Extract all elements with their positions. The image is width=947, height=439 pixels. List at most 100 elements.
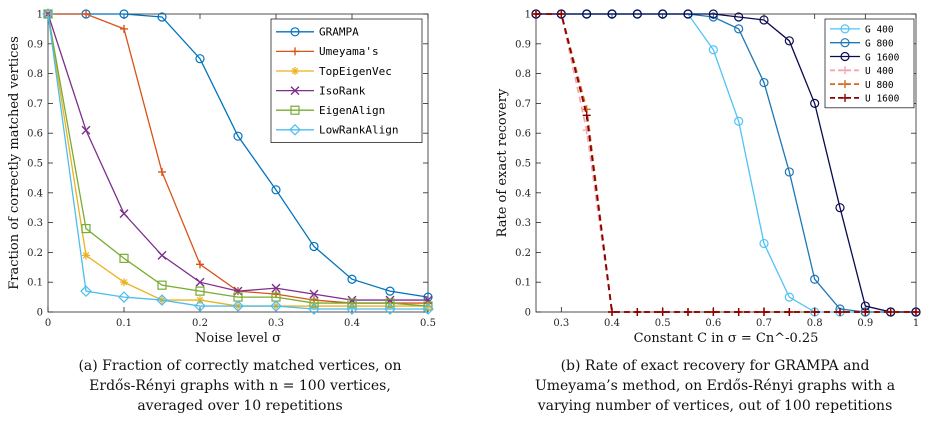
data-point-g-1600	[607, 9, 617, 19]
legend-marker-u-400	[841, 66, 849, 75]
x-tick-label: 0.5	[420, 318, 436, 329]
chart-fraction-matched: 0 0.1 0.2 0.3 0.4 0.5 0 0.1 0.2 0.3 0.4 0.5 0.6 0.7 0.…	[7, 8, 436, 346]
data-point-u-1600	[810, 308, 819, 316]
caption-left-line-2: Erdős-Rényi graphs with n = 100 vertices…	[89, 378, 391, 394]
series-lowrankalign	[42, 8, 434, 315]
data-point-lowrankalign	[232, 300, 244, 312]
data-point-topeigenvec	[120, 278, 128, 287]
data-point-g-1600	[734, 12, 744, 22]
y-tick-label: 0.8	[515, 69, 531, 80]
y-tick-label: 0.3	[515, 218, 531, 229]
x-tick-label: 0	[45, 318, 51, 329]
caption-left-line-3: averaged over 10 repetitions	[137, 398, 343, 414]
legend-marker-grampa	[290, 27, 300, 37]
data-point-g-1600	[582, 9, 592, 19]
data-point-u-1600	[582, 111, 591, 120]
legend-label-lowrankalign: LowRankAlign	[319, 124, 398, 137]
legend-label-u-1600: U 1600	[865, 94, 900, 105]
x-tick-label: 0.1	[116, 318, 132, 329]
data-point-g-1600	[708, 9, 718, 19]
data-point-grampa	[157, 12, 167, 22]
data-point-umeyama-s	[82, 10, 90, 18]
data-point-umeyama-s	[196, 260, 204, 269]
legend-label-umeyama-s: Umeyama's	[319, 45, 379, 58]
data-point-g-1600	[784, 36, 794, 46]
x-tick-label: 0.6	[705, 318, 721, 329]
legend-box	[824, 18, 915, 109]
data-point-lowrankalign	[80, 285, 92, 297]
legend-marker-umeyama-s	[291, 47, 299, 56]
data-point-eigenalign	[347, 298, 357, 308]
y-tick-label: 0.7	[27, 99, 43, 110]
data-point-lowrankalign	[308, 303, 320, 315]
y-tick-label: 0	[37, 308, 43, 319]
data-point-isorank	[423, 295, 433, 305]
legend-marker-u-1600	[841, 93, 849, 102]
data-point-eigenalign	[157, 280, 167, 290]
data-point-g-800	[734, 24, 744, 34]
legend-marker-isorank	[290, 86, 300, 96]
data-point-grampa	[271, 185, 281, 195]
data-point-grampa	[347, 274, 357, 284]
data-point-eigenalign	[195, 286, 205, 296]
legend-label-grampa: GRAMPA	[319, 26, 359, 39]
legend: G 400 G 800 G 1600 U 400 U 800 U 1600	[824, 18, 915, 109]
data-point-grampa	[195, 54, 205, 64]
legend-marker-g-800	[840, 38, 850, 48]
series-line-eigenalign	[47, 13, 429, 307]
caption-left: (a) Fraction of correctly matched vertic…	[20, 356, 460, 416]
y-tick-label: 0.1	[27, 278, 43, 289]
legend-label-u-400: U 400	[865, 66, 894, 77]
data-point-g-800	[759, 77, 769, 88]
y-tick-label: 0	[525, 308, 531, 319]
data-point-lowrankalign	[118, 291, 130, 303]
data-point-g-1600	[632, 9, 642, 19]
data-point-lowrankalign	[156, 294, 168, 306]
data-point-u-1600	[684, 308, 692, 316]
data-point-isorank	[271, 283, 281, 293]
y-tick-label: 0.7	[515, 99, 531, 110]
data-point-topeigenvec	[348, 302, 356, 311]
data-point-g-1600	[759, 15, 769, 25]
legend-label-isorank: IsoRank	[319, 84, 366, 97]
x-axis-label: Noise level σ	[195, 331, 281, 346]
data-point-isorank	[233, 286, 243, 296]
y-tick-label: 0.2	[27, 248, 43, 259]
y-tick-label: 0.4	[515, 188, 531, 199]
legend-label-g-400: G 400	[865, 25, 894, 36]
legend-label-u-800: U 800	[865, 80, 894, 91]
y-tick-label: 0.6	[27, 129, 43, 140]
caption-left-line-1: (a) Fraction of correctly matched vertic…	[78, 358, 402, 374]
legend-label-eigenalign: EigenAlign	[319, 104, 385, 117]
y-tick-label: 0.6	[515, 129, 531, 140]
y-tick-label: 0.3	[27, 218, 43, 229]
y-tick-label: 0.4	[27, 188, 43, 199]
legend-box	[270, 18, 423, 143]
data-point-g-1600	[658, 9, 668, 19]
y-tick-label: 1	[37, 10, 43, 21]
data-point-isorank	[81, 125, 91, 135]
data-point-grampa	[309, 241, 319, 252]
x-axis-label: Constant C in σ = Cn^-0.25	[634, 331, 819, 346]
data-point-topeigenvec	[386, 302, 394, 311]
legend-marker-topeigenvec	[291, 67, 299, 75]
data-point-grampa	[233, 131, 243, 141]
data-point-u-1600	[532, 10, 540, 18]
data-point-u-1600	[785, 308, 794, 316]
series-u-1600	[532, 10, 920, 316]
series-line-g-1600	[536, 13, 916, 313]
y-tick-label: 0.5	[515, 159, 531, 170]
y-axis-label: Fraction of correctly matched vertices	[7, 36, 22, 290]
data-point-lowrankalign	[384, 303, 396, 315]
data-point-u-1600	[557, 10, 566, 18]
data-point-umeyama-s	[120, 24, 128, 33]
legend-marker-eigenalign	[290, 105, 300, 115]
data-point-g-800	[784, 167, 794, 177]
data-point-u-1600	[734, 308, 743, 316]
data-point-isorank	[309, 289, 319, 299]
y-tick-label: 0.8	[27, 69, 43, 80]
data-point-grampa	[119, 9, 129, 19]
data-point-topeigenvec	[82, 251, 90, 260]
x-tick-label: 0.3	[553, 318, 569, 329]
data-point-umeyama-s	[158, 167, 166, 176]
